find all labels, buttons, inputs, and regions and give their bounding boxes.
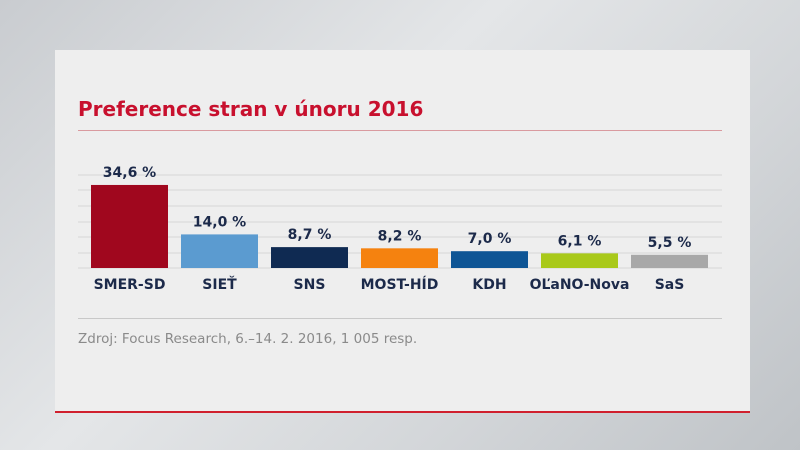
bar-sns bbox=[271, 247, 348, 268]
title-divider bbox=[78, 130, 722, 131]
chart-title: Preference stran v únoru 2016 bbox=[78, 97, 424, 121]
bar-kdh bbox=[451, 251, 528, 268]
data-label: 34,6 % bbox=[103, 165, 156, 181]
bar-sas bbox=[631, 254, 708, 268]
data-label: 8,7 % bbox=[288, 227, 332, 243]
category-label: OĽaNO-Nova bbox=[530, 277, 630, 293]
source-divider bbox=[78, 318, 722, 319]
category-label: SMER-SD bbox=[94, 277, 166, 293]
data-label: 5,5 % bbox=[648, 235, 692, 251]
category-label: SaS bbox=[655, 277, 685, 293]
data-label: 8,2 % bbox=[378, 228, 422, 244]
bar-sieť bbox=[181, 234, 258, 268]
bar-smer-sd bbox=[91, 184, 168, 268]
category-label: SIEŤ bbox=[202, 275, 237, 293]
data-label: 7,0 % bbox=[468, 231, 512, 247]
source-note: Zdroj: Focus Research, 6.–14. 2. 2016, 1… bbox=[78, 331, 418, 347]
category-label: SNS bbox=[294, 277, 326, 293]
data-label: 14,0 % bbox=[193, 214, 246, 230]
bar-oľano-nova bbox=[541, 253, 618, 268]
category-label: MOST-HÍD bbox=[361, 276, 439, 293]
data-label: 6,1 % bbox=[558, 233, 602, 249]
bottom-accent-line bbox=[55, 411, 750, 413]
bar-most-híd bbox=[361, 248, 438, 268]
category-label: KDH bbox=[472, 277, 506, 293]
chart-panel bbox=[55, 50, 750, 413]
